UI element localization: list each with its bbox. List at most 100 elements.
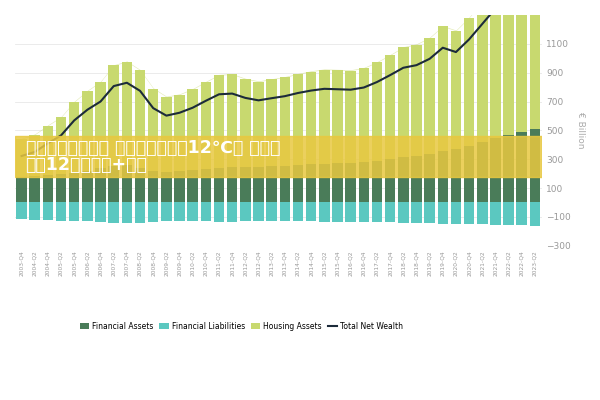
- Text: 股票杠杆合规炒股 广东今早最低湩12℃！ 国庆后: 股票杠杆合规炒股 广东今早最低湩12℃！ 国庆后: [26, 139, 280, 157]
- Bar: [306, 72, 316, 164]
- Bar: [280, 166, 290, 202]
- Bar: [82, 171, 92, 202]
- Bar: [424, 202, 435, 223]
- Bar: [29, 202, 40, 220]
- Bar: [227, 202, 238, 222]
- Bar: [411, 156, 422, 202]
- Bar: [293, 202, 303, 221]
- Bar: [214, 75, 224, 168]
- Bar: [16, 139, 27, 177]
- Bar: [280, 202, 290, 221]
- Bar: [266, 202, 277, 221]
- Bar: [240, 79, 251, 167]
- Bar: [517, 0, 527, 132]
- Bar: [398, 202, 409, 223]
- Bar: [240, 167, 251, 202]
- Bar: [385, 55, 395, 160]
- Bar: [29, 135, 40, 176]
- Bar: [109, 202, 119, 223]
- Text: 还有12波冷空气+降雨: 还有12波冷空气+降雨: [26, 156, 148, 174]
- Bar: [69, 202, 79, 221]
- Bar: [200, 82, 211, 169]
- Bar: [490, 202, 500, 225]
- Bar: [385, 202, 395, 222]
- Bar: [161, 172, 172, 202]
- Bar: [200, 169, 211, 202]
- Bar: [200, 202, 211, 221]
- Bar: [82, 91, 92, 171]
- Bar: [503, 0, 514, 135]
- Bar: [253, 82, 264, 167]
- Bar: [359, 202, 369, 222]
- Bar: [174, 202, 185, 220]
- Bar: [148, 202, 158, 222]
- Bar: [464, 18, 475, 146]
- Bar: [385, 160, 395, 202]
- Bar: [530, 0, 540, 129]
- Bar: [464, 202, 475, 224]
- Bar: [161, 202, 172, 221]
- Bar: [56, 174, 67, 202]
- Bar: [319, 202, 329, 222]
- Bar: [122, 202, 132, 224]
- Bar: [16, 202, 27, 220]
- Bar: [398, 158, 409, 202]
- Bar: [214, 202, 224, 222]
- Bar: [477, 202, 488, 224]
- Bar: [187, 89, 198, 170]
- Bar: [148, 88, 158, 171]
- Bar: [253, 167, 264, 202]
- Bar: [122, 62, 132, 165]
- Bar: [411, 44, 422, 156]
- Bar: [451, 202, 461, 224]
- Bar: [451, 31, 461, 149]
- Bar: [174, 172, 185, 202]
- Bar: [15, 136, 542, 177]
- Bar: [43, 126, 53, 175]
- Bar: [398, 48, 409, 158]
- Bar: [332, 202, 343, 222]
- Bar: [95, 202, 106, 222]
- Bar: [69, 102, 79, 173]
- Bar: [503, 135, 514, 202]
- Bar: [332, 164, 343, 202]
- Bar: [372, 161, 382, 202]
- Bar: [477, 142, 488, 202]
- Legend: Financial Assets, Financial Liabilities, Housing Assets, Total Net Wealth: Financial Assets, Financial Liabilities,…: [77, 319, 406, 334]
- Bar: [319, 70, 329, 164]
- Bar: [227, 167, 238, 202]
- Bar: [306, 164, 316, 202]
- Bar: [346, 202, 356, 222]
- Bar: [451, 149, 461, 202]
- Bar: [135, 202, 145, 223]
- Bar: [266, 166, 277, 202]
- Bar: [161, 97, 172, 172]
- Bar: [29, 176, 40, 202]
- Bar: [187, 202, 198, 221]
- Bar: [293, 165, 303, 202]
- Bar: [424, 38, 435, 154]
- Bar: [464, 146, 475, 202]
- Bar: [280, 77, 290, 166]
- Bar: [437, 26, 448, 151]
- Bar: [359, 68, 369, 162]
- Bar: [82, 202, 92, 221]
- Bar: [332, 70, 343, 164]
- Bar: [56, 117, 67, 174]
- Bar: [56, 202, 67, 220]
- Bar: [266, 80, 277, 166]
- Bar: [95, 168, 106, 202]
- Bar: [437, 202, 448, 224]
- Bar: [490, 138, 500, 202]
- Bar: [372, 62, 382, 161]
- Bar: [490, 0, 500, 138]
- Bar: [214, 168, 224, 202]
- Bar: [306, 202, 316, 222]
- Bar: [135, 168, 145, 202]
- Bar: [227, 74, 238, 167]
- Bar: [174, 94, 185, 172]
- Bar: [43, 175, 53, 202]
- Bar: [135, 70, 145, 168]
- Bar: [437, 151, 448, 202]
- Bar: [253, 202, 264, 221]
